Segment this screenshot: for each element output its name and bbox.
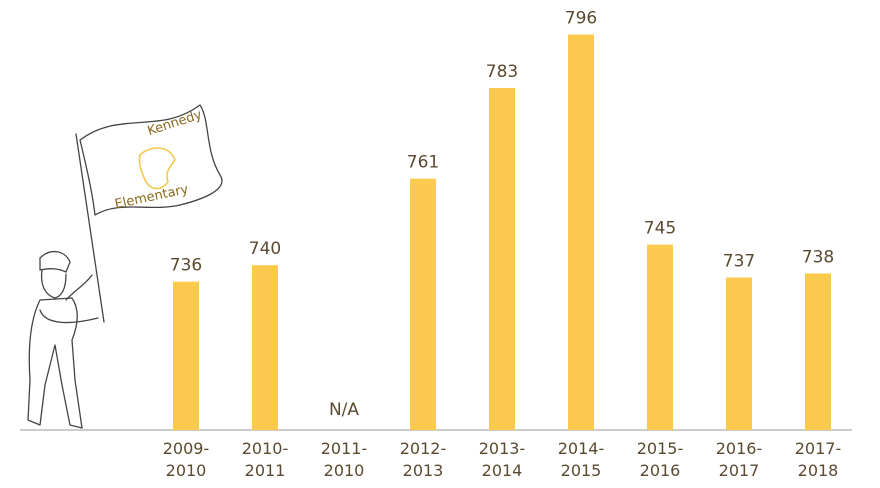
arm-up xyxy=(65,274,93,301)
value-label: N/A xyxy=(329,400,359,420)
bar xyxy=(568,34,594,430)
value-label: 740 xyxy=(249,239,281,259)
bar xyxy=(173,281,199,430)
value-label: 737 xyxy=(723,252,755,272)
cap xyxy=(39,251,71,273)
x-tick-label: 2012-2013 xyxy=(399,439,447,480)
x-tick-label: 2016-2017 xyxy=(715,439,763,480)
flag-text: Kennedy xyxy=(146,107,204,139)
bar xyxy=(647,244,673,430)
x-tick-label: 2009-2010 xyxy=(162,439,210,480)
value-label: 796 xyxy=(565,8,597,28)
value-label: 736 xyxy=(170,256,202,276)
bar xyxy=(726,277,752,430)
bar xyxy=(252,265,278,430)
mascot-illustration xyxy=(27,104,223,429)
x-tick-label: 2017-2018 xyxy=(794,439,842,480)
value-label: 783 xyxy=(486,62,518,82)
value-label: 738 xyxy=(802,247,834,267)
bar xyxy=(489,88,515,430)
eagle-icon xyxy=(138,147,176,190)
flag xyxy=(79,104,223,216)
x-tick-label: 2010-2011 xyxy=(241,439,289,480)
arm-down xyxy=(39,309,99,324)
x-tick-label: 2015-2016 xyxy=(636,439,684,480)
x-tick-label: 2013-2014 xyxy=(478,439,526,480)
body xyxy=(27,297,83,429)
bar xyxy=(410,178,436,430)
bar xyxy=(805,273,831,430)
head xyxy=(40,269,67,299)
x-tick-label: 2011-2010 xyxy=(320,439,368,480)
value-label: 745 xyxy=(644,219,676,239)
x-tick-label: 2014-2015 xyxy=(557,439,605,480)
value-label: 761 xyxy=(407,153,439,173)
flag-pole xyxy=(75,133,105,323)
